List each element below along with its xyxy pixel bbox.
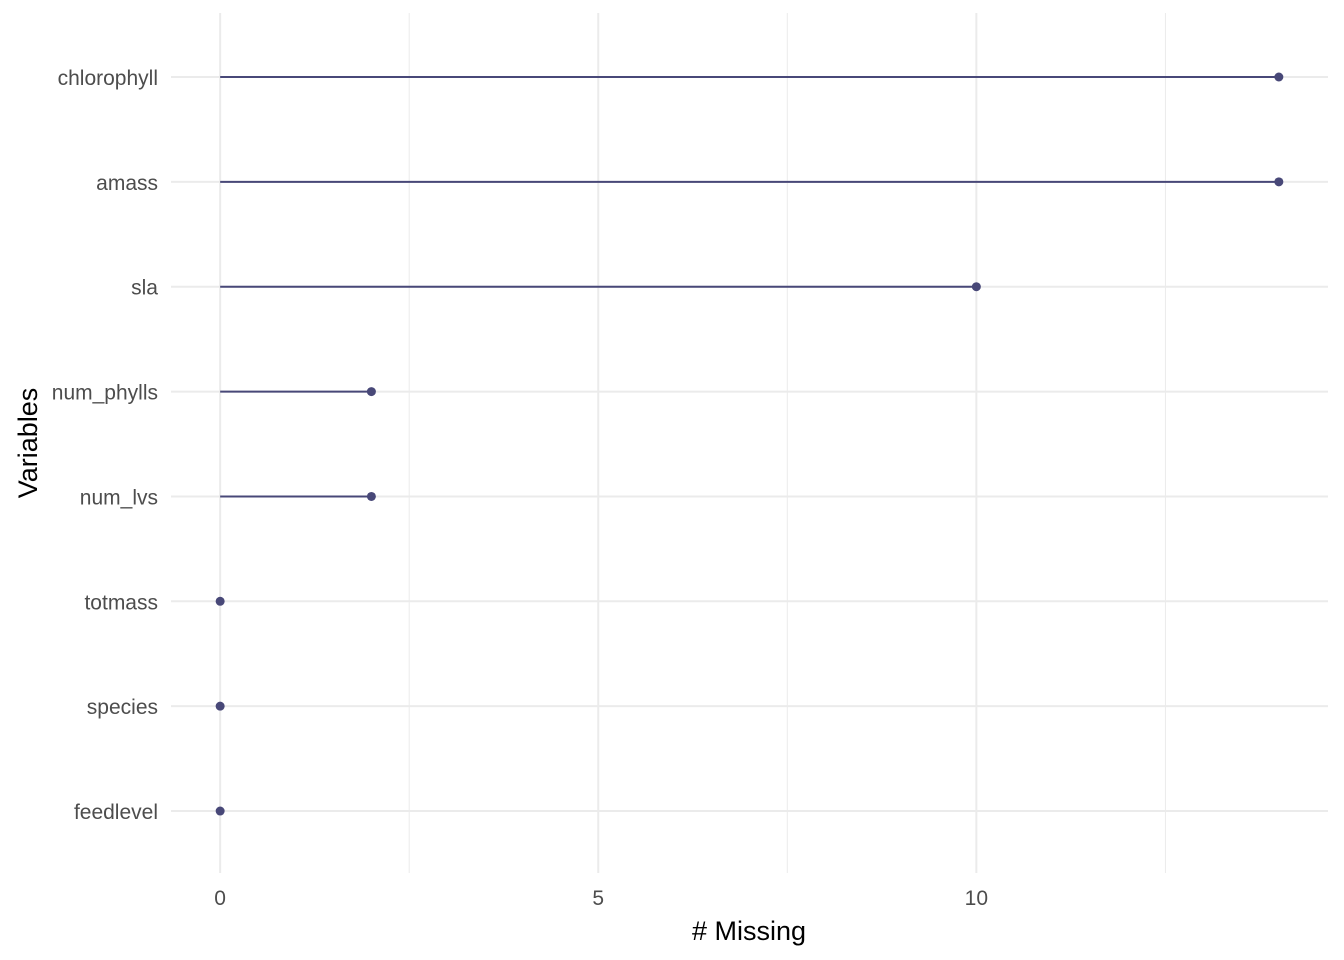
x-axis-title: # Missing <box>692 916 806 946</box>
y-tick-labels: chlorophyll amass sla num_phylls num_lvstotm… <box>52 67 159 824</box>
y-tick-label: amass <box>96 172 158 195</box>
x-tick-label: 10 <box>965 887 988 910</box>
y-tick-label: num_lvs <box>80 486 158 509</box>
y-axis-title: Variables <box>13 388 43 499</box>
lollipop-point <box>1274 177 1284 187</box>
lollipop-point <box>215 701 225 711</box>
x-tick-labels: 0 5 10 <box>214 887 988 910</box>
chart-marks <box>215 72 1284 816</box>
y-tick-label: species <box>87 696 158 719</box>
y-tick-label: totmass <box>84 591 158 614</box>
lollipop-point <box>366 491 376 501</box>
lollipop-point <box>215 806 225 816</box>
x-tick-label: 5 <box>592 887 604 910</box>
y-tick-label: num_phylls <box>52 382 158 405</box>
lollipop-point <box>971 282 981 292</box>
y-tick-label: chlorophyll <box>58 67 158 90</box>
grid <box>171 13 1328 873</box>
lollipop-point <box>215 596 225 606</box>
y-tick-label: sla <box>131 277 158 300</box>
lollipop-point <box>1274 72 1284 82</box>
lollipop-point <box>366 387 376 397</box>
y-tick-label: feedlevel <box>74 801 158 824</box>
x-tick-label: 0 <box>214 887 226 910</box>
